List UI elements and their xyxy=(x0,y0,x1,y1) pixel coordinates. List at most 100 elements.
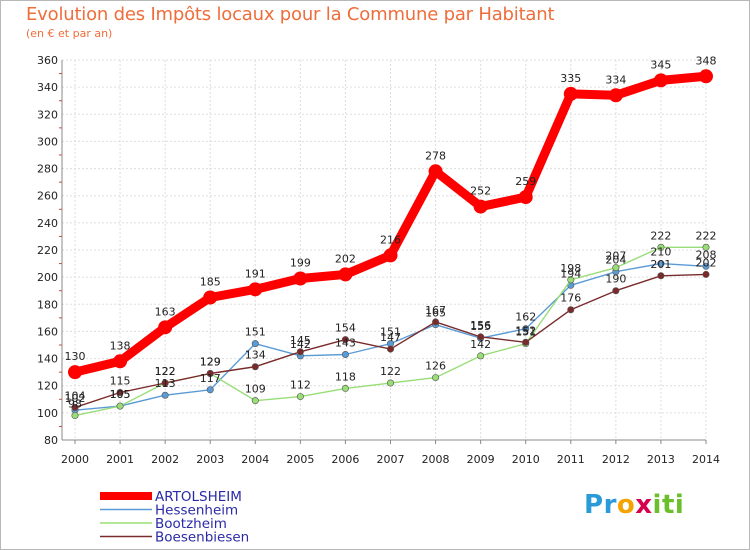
logo-letter: P xyxy=(584,490,604,520)
data-point-bootzheim xyxy=(71,412,79,420)
data-point-boesenbiesen xyxy=(341,336,349,344)
data-point-boesenbiesen xyxy=(702,270,710,278)
data-label-boesenbiesen: 201 xyxy=(650,258,671,271)
data-label-bootzheim: 222 xyxy=(650,229,671,242)
data-point-bootzheim xyxy=(341,384,349,392)
data-label-bootzheim: 142 xyxy=(470,338,491,351)
data-label-artolsheim: 163 xyxy=(155,305,176,318)
logo-letter: r xyxy=(603,490,617,520)
data-point-boesenbiesen xyxy=(612,287,620,295)
x-tick-label: 2008 xyxy=(422,453,450,466)
data-label-boesenbiesen: 202 xyxy=(696,256,717,269)
data-point-boesenbiesen xyxy=(522,338,530,346)
data-point-artolsheim xyxy=(338,267,353,282)
legend-label-hessenheim: Hessenheim xyxy=(155,503,238,519)
data-point-hessenheim xyxy=(161,391,169,399)
x-tick-label: 2004 xyxy=(241,453,269,466)
data-point-artolsheim xyxy=(699,69,713,84)
data-point-hessenheim xyxy=(702,262,710,270)
data-label-hessenheim: 210 xyxy=(650,246,671,259)
data-point-artolsheim xyxy=(428,164,443,179)
data-point-boesenbiesen xyxy=(567,306,575,314)
data-label-artolsheim: 335 xyxy=(560,72,581,85)
data-label-boesenbiesen: 147 xyxy=(380,331,401,344)
data-point-boesenbiesen xyxy=(432,318,440,326)
y-tick-label: 280 xyxy=(37,163,58,176)
data-point-hessenheim xyxy=(657,260,665,268)
data-label-hessenheim: 151 xyxy=(245,326,266,339)
data-label-boesenbiesen: 152 xyxy=(515,324,536,337)
data-label-boesenbiesen: 129 xyxy=(200,356,221,369)
y-tick-label: 80 xyxy=(44,434,58,447)
data-label-hessenheim: 165 xyxy=(425,307,446,320)
data-label-boesenbiesen: 156 xyxy=(470,319,491,332)
data-point-artolsheim xyxy=(653,73,668,88)
data-point-boesenbiesen xyxy=(296,348,304,356)
data-label-bootzheim: 105 xyxy=(110,388,131,401)
y-tick-label: 300 xyxy=(37,135,58,148)
data-label-artolsheim: 216 xyxy=(380,233,401,246)
data-point-artolsheim xyxy=(158,320,173,335)
data-label-boesenbiesen: 176 xyxy=(560,292,581,305)
x-tick-label: 2002 xyxy=(151,453,179,466)
data-label-hessenheim: 155 xyxy=(470,320,491,333)
data-point-artolsheim xyxy=(518,190,533,205)
data-label-hessenheim: 151 xyxy=(380,326,401,339)
data-point-bootzheim xyxy=(702,243,710,251)
data-label-boesenbiesen: 134 xyxy=(245,349,266,362)
data-label-artolsheim: 259 xyxy=(515,175,536,188)
data-label-boesenbiesen: 190 xyxy=(605,273,626,286)
data-label-bootzheim: 118 xyxy=(335,370,356,383)
data-label-hessenheim: 102 xyxy=(65,392,86,405)
y-tick-label: 360 xyxy=(37,54,58,67)
data-label-hessenheim: 194 xyxy=(560,267,581,280)
data-point-boesenbiesen xyxy=(161,379,169,387)
x-tick-label: 2009 xyxy=(467,453,495,466)
x-tick-label: 2013 xyxy=(647,453,675,466)
data-label-artolsheim: 199 xyxy=(290,257,311,270)
y-tick-label: 340 xyxy=(37,81,58,94)
x-tick-label: 2011 xyxy=(557,453,585,466)
legend-label-bootzheim: Bootzheim xyxy=(155,516,227,532)
legend: ARTOLSHEIMHessenheimBootzheimBoesenbiese… xyxy=(100,489,249,546)
data-point-hessenheim xyxy=(341,350,349,358)
data-point-artolsheim xyxy=(203,290,218,305)
data-label-bootzheim: 98 xyxy=(68,398,82,411)
data-label-bootzheim: 122 xyxy=(155,365,176,378)
data-point-boesenbiesen xyxy=(206,369,214,377)
data-label-hessenheim: 105 xyxy=(110,388,131,401)
y-tick-label: 200 xyxy=(37,271,58,284)
data-point-hessenheim xyxy=(522,325,530,333)
data-point-artolsheim xyxy=(68,365,82,380)
x-tick-label: 2014 xyxy=(692,453,720,466)
data-point-bootzheim xyxy=(567,276,575,284)
chart-subtitle: (en € et par an) xyxy=(26,27,113,40)
logo-letter: t xyxy=(661,490,675,520)
data-label-bootzheim: 109 xyxy=(245,383,266,396)
x-tick-label: 2005 xyxy=(286,453,314,466)
data-label-artolsheim: 252 xyxy=(470,185,491,198)
data-label-bootzheim: 126 xyxy=(425,360,446,373)
axes: 80 100 120 140 160 180 200 220 240 260 280 300 320 34… xyxy=(37,54,720,466)
logo-letter: x xyxy=(635,490,653,520)
data-point-artolsheim xyxy=(473,199,488,214)
data-label-artolsheim: 345 xyxy=(650,58,671,71)
data-point-bootzheim xyxy=(251,397,259,405)
data-point-artolsheim xyxy=(383,248,398,263)
chart-title: Evolution des Impôts locaux pour la Comm… xyxy=(26,4,555,25)
data-label-bootzheim: 222 xyxy=(696,229,717,242)
data-point-boesenbiesen xyxy=(251,363,259,371)
data-label-artolsheim: 278 xyxy=(425,149,446,162)
data-point-artolsheim xyxy=(248,282,263,297)
logo-letter: o xyxy=(616,490,636,520)
data-point-bootzheim xyxy=(612,264,620,272)
data-label-bootzheim: 129 xyxy=(200,356,221,369)
series-group xyxy=(68,69,713,420)
data-label-artolsheim: 334 xyxy=(605,73,626,86)
data-label-hessenheim: 117 xyxy=(200,372,221,385)
data-point-bootzheim xyxy=(116,402,124,410)
data-label-hessenheim: 208 xyxy=(696,248,717,261)
proxiti-logo: Proxiti xyxy=(584,490,684,520)
data-label-artolsheim: 191 xyxy=(245,267,266,280)
